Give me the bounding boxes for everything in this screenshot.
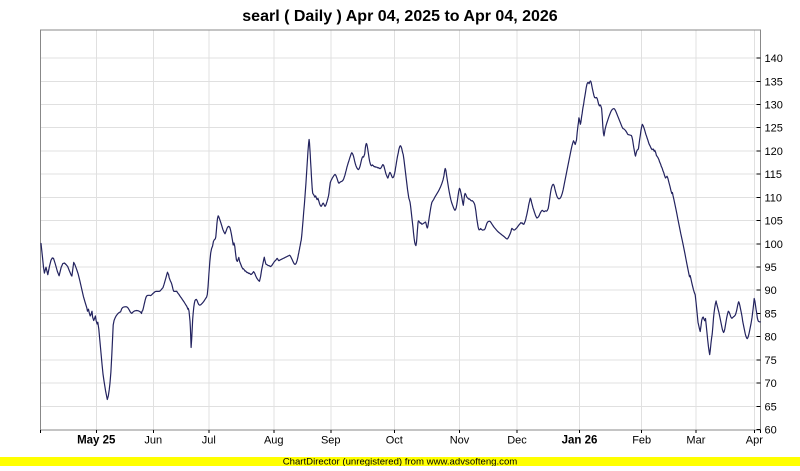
svg-text:60: 60	[765, 425, 777, 437]
svg-text:Jun: Jun	[144, 435, 162, 447]
svg-text:May 25: May 25	[77, 435, 116, 447]
svg-text:115: 115	[765, 169, 783, 181]
svg-text:80: 80	[765, 332, 777, 344]
svg-text:105: 105	[765, 216, 783, 228]
svg-text:Jul: Jul	[202, 435, 216, 447]
svg-text:Jan 26: Jan 26	[562, 435, 598, 447]
svg-text:130: 130	[765, 100, 783, 112]
svg-text:Feb: Feb	[632, 435, 651, 447]
svg-text:125: 125	[765, 123, 783, 135]
svg-text:85: 85	[765, 308, 777, 320]
svg-text:140: 140	[765, 53, 783, 65]
svg-text:135: 135	[765, 76, 783, 88]
svg-text:Nov: Nov	[450, 435, 470, 447]
svg-text:Sep: Sep	[321, 435, 341, 447]
svg-text:searl ( Daily ) Apr 04, 2025 t: searl ( Daily ) Apr 04, 2025 to Apr 04, …	[242, 8, 558, 25]
svg-text:Aug: Aug	[264, 435, 284, 447]
svg-text:95: 95	[765, 262, 777, 274]
svg-text:ChartDirector (unregistered) f: ChartDirector (unregistered) from www.ad…	[283, 457, 518, 467]
svg-text:Oct: Oct	[386, 435, 403, 447]
svg-text:Mar: Mar	[686, 435, 705, 447]
svg-text:75: 75	[765, 355, 777, 367]
svg-text:65: 65	[765, 401, 777, 413]
svg-text:Apr: Apr	[746, 435, 763, 447]
svg-text:100: 100	[765, 239, 783, 251]
svg-text:120: 120	[765, 146, 783, 158]
svg-text:110: 110	[765, 192, 783, 204]
svg-text:Dec: Dec	[507, 435, 527, 447]
svg-text:90: 90	[765, 285, 777, 297]
svg-text:70: 70	[765, 378, 777, 390]
